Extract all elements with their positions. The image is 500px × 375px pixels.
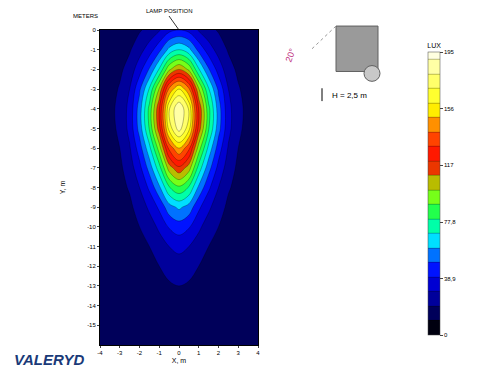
svg-text:0: 0 [177,350,181,356]
svg-text:LAMP POSITION: LAMP POSITION [146,8,193,14]
svg-text:-2: -2 [90,66,96,72]
svg-text:-3: -3 [117,350,123,356]
svg-text:-13: -13 [87,283,96,289]
svg-text:VALERYD: VALERYD [14,351,84,368]
svg-text:1: 1 [197,350,201,356]
svg-text:0: 0 [444,332,448,338]
svg-text:-15: -15 [87,322,96,328]
svg-text:4: 4 [256,350,260,356]
svg-text:-8: -8 [90,185,96,191]
svg-text:-4: -4 [90,106,96,112]
svg-text:-7: -7 [90,165,96,171]
svg-text:3: 3 [237,350,241,356]
svg-text:METERS: METERS [73,13,98,19]
svg-text:-1: -1 [90,47,96,53]
svg-text:-2: -2 [137,350,143,356]
svg-text:X, m: X, m [172,357,187,364]
svg-text:-12: -12 [87,263,96,269]
svg-text:-14: -14 [87,303,96,309]
svg-text:-1: -1 [157,350,163,356]
svg-text:195: 195 [444,49,455,55]
svg-text:-11: -11 [88,244,97,250]
svg-text:H = 2,5 m: H = 2,5 m [332,91,367,100]
svg-text:-6: -6 [90,145,96,151]
svg-text:20°: 20° [283,47,297,64]
svg-text:-10: -10 [87,224,96,230]
svg-text:156: 156 [444,106,455,112]
svg-text:Y, m: Y, m [59,181,66,195]
svg-text:LUX: LUX [427,42,441,49]
svg-text:-4: -4 [97,350,103,356]
svg-text:2: 2 [217,350,221,356]
svg-text:-9: -9 [90,204,96,210]
svg-text:0: 0 [92,27,96,33]
svg-text:-3: -3 [90,86,96,92]
svg-text:77,8: 77,8 [444,219,456,225]
svg-text:38,9: 38,9 [444,276,456,282]
svg-text:-5: -5 [90,126,96,132]
svg-text:117: 117 [444,162,454,168]
